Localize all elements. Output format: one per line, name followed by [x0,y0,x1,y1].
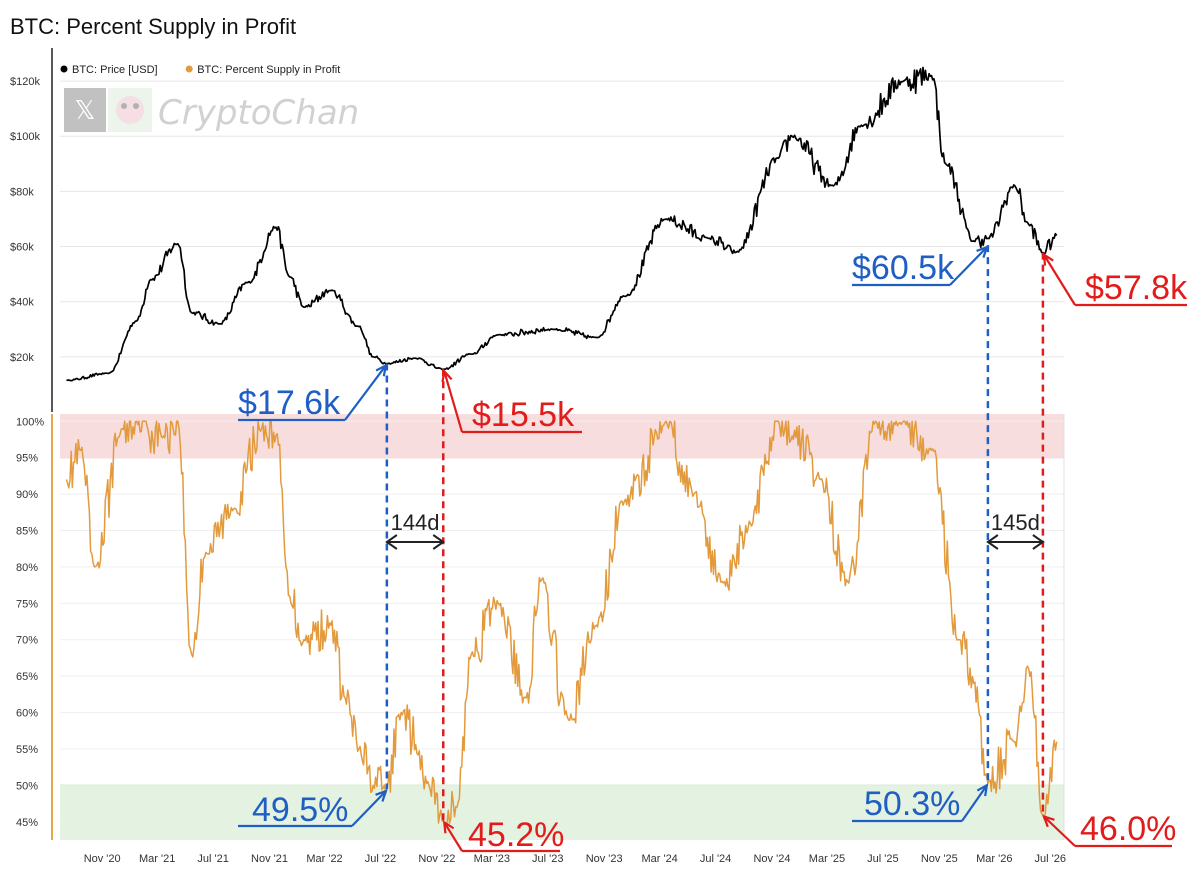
axes: $20k $40k $60k $80k $100k $120k 45% 50% 55% 60% 65… [10,48,1066,865]
supply-low-4-label: 46.0% [1080,810,1176,848]
annotations: $17.6k $15.5k $60.5k $57.8k 49.5% 45.2% 50.3% 4… [238,245,1188,854]
supply-y-tick: 80% [16,562,38,574]
price-y-tick: $100k [10,131,40,143]
price-low-2-arrow-head [441,368,453,383]
x-tick: Nov '24 [753,853,790,865]
supply-y-tick: 85% [16,526,38,538]
price-y-tick: $20k [10,352,34,364]
supply-y-tick: 50% [16,780,38,792]
legend: BTC: Price [USD] BTC: Percent Supply in P… [60,64,340,76]
x-logo-icon [64,88,106,132]
supply-y-tick: 45% [16,817,38,829]
band-green [60,785,1064,840]
span-left-head [986,534,999,550]
watermark: 𝕏 CryptoChan [64,88,359,133]
x-logo-glyph: 𝕏 [75,96,96,126]
supply-low-1-arrow-head [375,789,388,802]
supply-y-tick: 95% [16,453,38,465]
x-tick: Jul '24 [700,853,731,865]
watermark-text: CryptoChan [158,93,359,133]
x-tick: Jul '23 [532,853,563,865]
supply-low-4-arrow [1043,815,1076,847]
supply-y-tick: 100% [16,416,44,428]
legend-item: BTC: Price [USD] [72,64,158,76]
price-low-1-arrow-head [375,363,388,377]
legend-marker [185,65,193,73]
supply-low-1-label: 49.5% [252,791,348,829]
supply-y-tick: 70% [16,635,38,647]
x-tick: Mar '24 [641,853,677,865]
supply-low-1-arrow [351,790,387,827]
supply-low-2-label: 45.2% [468,816,564,854]
x-tick: Nov '23 [586,853,623,865]
span-right-head [432,534,446,550]
span-label: 144d [391,510,440,535]
supply-low-4-arrow-head [1042,814,1055,828]
x-tick: Mar '26 [976,853,1012,865]
price-line [66,66,1058,382]
chart-title: BTC: Percent Supply in Profit [10,14,297,39]
x-tick: Mar '25 [809,853,845,865]
legend-marker [60,65,68,73]
x-tick: Jul '22 [365,853,396,865]
x-tick: Mar '23 [474,853,510,865]
price-y-tick: $80k [10,186,34,198]
price-low-3-arrow-head [976,245,989,258]
price-low-1-label: $17.6k [238,384,341,422]
price-y-tick: $120k [10,76,40,88]
price-low-4-arrow-head [1042,252,1054,266]
supply-y-tick: 65% [16,671,38,683]
threshold-bands [60,414,1064,840]
avatar-icon [108,88,152,132]
span-label: 145d [991,510,1040,535]
x-tick: Jul '25 [867,853,898,865]
supply-low-2-arrow-head [442,820,455,834]
span-right-head [1032,534,1045,550]
price-low-3-label: $60.5k [852,249,955,287]
x-tick: Jul '21 [197,853,228,865]
supply-low-3-label: 50.3% [864,785,960,823]
price-low-4-arrow [1042,254,1076,306]
supply-y-tick: 90% [16,489,38,501]
price-y-tick: $60k [10,242,34,254]
series-lines [65,66,1058,825]
supply-low-2-arrow [443,821,463,852]
supply-low-3-arrow-head [976,783,989,797]
price-low-3-arrow [949,246,988,286]
price-y-tick: $40k [10,297,34,309]
supply-y-tick: 55% [16,744,38,756]
x-tick: Mar '21 [139,853,175,865]
legend-item: BTC: Percent Supply in Profit [197,64,340,76]
x-tick: Jul '26 [1035,853,1066,865]
supply-y-tick: 75% [16,598,38,610]
price-low-1-arrow [344,364,387,421]
price-low-4-label: $57.8k [1085,269,1188,307]
x-tick: Nov '22 [418,853,455,865]
price-low-2-label: $15.5k [472,396,575,434]
x-tick: Nov '20 [84,853,121,865]
supply-low-3-arrow [961,784,988,822]
x-tick: Mar '22 [306,853,342,865]
price-low-2-arrow [443,370,464,433]
x-tick: Nov '25 [921,853,958,865]
supply-y-tick: 60% [16,708,38,720]
x-tick: Nov '21 [251,853,288,865]
span-left-head [385,534,398,550]
supply-line [65,420,1058,825]
